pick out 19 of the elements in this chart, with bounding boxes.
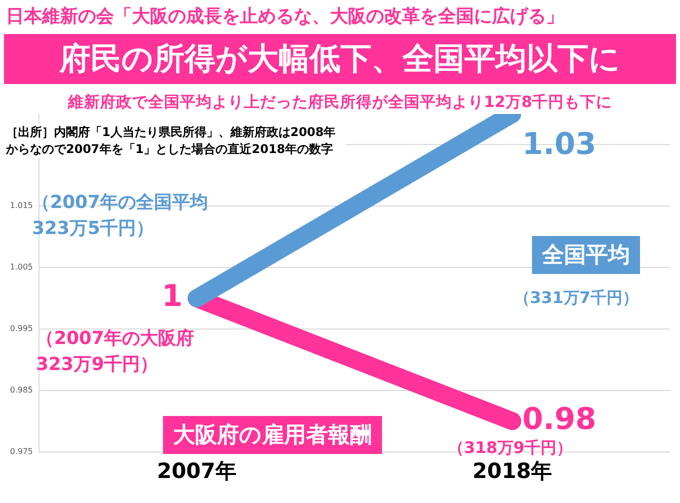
text: 大阪府の雇用者報酬 <box>163 416 382 454</box>
x-tick-label: 2018年 <box>472 458 552 483</box>
annotation: （2007年の全国平均323万5千円） <box>32 191 210 241</box>
data-label: 1 <box>162 279 183 314</box>
annotation: （331万7千円） <box>514 288 639 309</box>
x-tick-label: 2007年 <box>156 458 236 483</box>
y-tick-label: 0.985 <box>10 385 33 394</box>
annotation: （318万9千円） <box>448 438 573 459</box>
y-tick-label: 1.005 <box>10 262 33 272</box>
annotation: （2007年の大阪府323万9千円） <box>36 327 196 377</box>
data-label: 1.03 <box>522 126 596 162</box>
text: 全国平均 <box>532 236 640 274</box>
y-tick-label: 0.975 <box>10 446 33 456</box>
text: 日本維新の会「大阪の成長を止めるな、大阪の改革を全国に広げる」 <box>6 5 564 28</box>
y-tick-label: 1.015 <box>10 201 33 210</box>
data-label: 0.98 <box>522 402 596 437</box>
annotation: ［出所］内閣府「1人当たり県民所得」、維新府政は2008年からなので2007年を「1」とした場合の直近2018年の数字 <box>6 124 346 158</box>
y-tick-label: 0.995 <box>10 324 33 334</box>
chart-subtitle: 維新府政で全国平均より上だった府民所得が全国平均より12万8千円も下に <box>66 92 614 113</box>
